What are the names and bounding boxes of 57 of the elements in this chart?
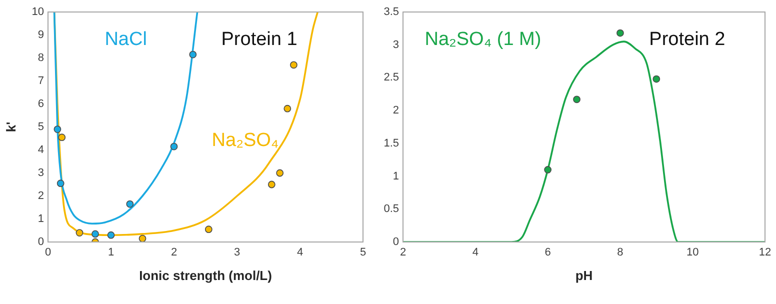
x-tick-label: 4 xyxy=(472,246,478,259)
point xyxy=(189,50,197,58)
text: NaCl xyxy=(104,28,147,50)
point xyxy=(58,134,66,142)
x-tick-label: 5 xyxy=(360,246,366,259)
x-tick-label: 3 xyxy=(234,246,240,259)
x-axis-title: pH xyxy=(575,268,593,283)
point xyxy=(126,200,134,208)
point xyxy=(138,234,146,242)
y-tick-label: 1 xyxy=(392,170,399,182)
y-tick-label: 0 xyxy=(38,236,44,248)
y-tick-label: 2 xyxy=(38,190,44,202)
point xyxy=(54,126,62,133)
y-tick-label: 7 xyxy=(38,75,44,88)
y-tick-label: 1 xyxy=(38,213,44,226)
x-tick-label: 2 xyxy=(170,246,178,259)
x-tick-label: 12 xyxy=(758,246,772,259)
point xyxy=(284,104,292,112)
y-tick-label: 3.5 xyxy=(384,6,399,18)
series-label: Na₂SO₄ xyxy=(212,130,279,152)
y-tick-label: 5 xyxy=(38,121,44,134)
y-tick-label: 6 xyxy=(38,98,44,110)
x-axis-title: Ionic strength (mol/L) xyxy=(139,268,272,283)
y-tick-label: 3 xyxy=(392,38,399,51)
point xyxy=(204,226,212,234)
point xyxy=(92,230,99,238)
x-tick-label: 6 xyxy=(544,246,551,259)
point xyxy=(544,166,552,174)
point xyxy=(573,96,580,104)
x-tick-label: 1 xyxy=(108,246,114,259)
y-tick-label: 3 xyxy=(38,167,44,180)
y-tick-label: 2.5 xyxy=(384,72,399,84)
y-axis-title: k' xyxy=(3,122,18,132)
text: Na₂SO₄ (1 M) xyxy=(424,28,542,50)
y-tick-label: 0 xyxy=(392,236,399,248)
point xyxy=(290,61,298,69)
x-tick-label: 4 xyxy=(296,246,304,259)
point xyxy=(616,29,624,37)
point xyxy=(76,229,84,236)
y-tick-label: 2 xyxy=(392,104,399,117)
y-tick-label: 9 xyxy=(38,29,44,42)
point xyxy=(107,231,115,239)
point xyxy=(170,142,178,150)
x-tick-label: 10 xyxy=(686,246,699,259)
y-tick-label: 0.5 xyxy=(384,203,399,216)
annotation: Protein 2 xyxy=(649,28,726,50)
y-tick-label: 1.5 xyxy=(384,137,399,150)
x-tick-label: 8 xyxy=(617,246,624,259)
point xyxy=(652,75,660,83)
y-tick-label: 10 xyxy=(32,6,44,18)
point xyxy=(268,180,276,188)
point xyxy=(56,180,64,188)
line-series xyxy=(53,12,198,224)
annotation: Protein 1 xyxy=(221,28,298,50)
y-tick-label: 4 xyxy=(38,144,44,156)
y-tick-label: 8 xyxy=(38,52,44,64)
point xyxy=(276,169,284,177)
